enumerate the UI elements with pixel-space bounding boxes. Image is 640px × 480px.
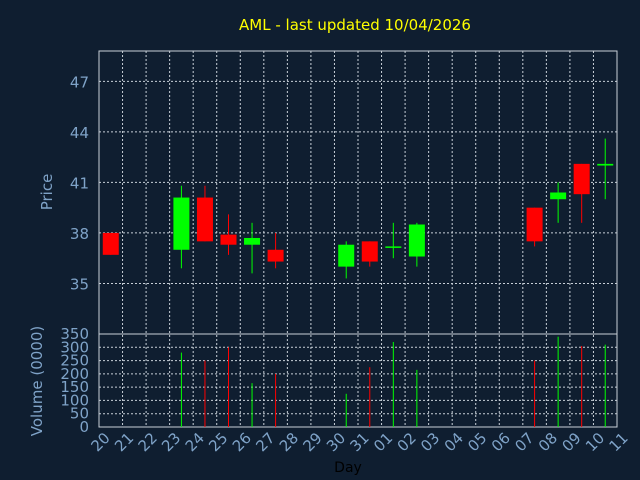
price-axis-label: Price (38, 174, 56, 211)
volume-tick-label: 150 (60, 378, 89, 396)
candle-body (267, 249, 284, 262)
volume-tick-label: 200 (60, 365, 89, 383)
candle-body (102, 232, 119, 255)
candle-body (361, 241, 378, 262)
volume-panel-frame (98, 333, 618, 428)
volume-tick-label: 300 (60, 338, 89, 356)
price-tick-label: 44 (70, 124, 89, 142)
x-axis-label: Day (334, 460, 362, 476)
candle-body (244, 237, 261, 245)
volume-tick-label: 0 (79, 418, 89, 436)
volume-tick-label: 350 (60, 325, 89, 343)
price-tick-label: 41 (70, 174, 89, 192)
price-tick-label: 35 (70, 275, 89, 293)
candle-body (550, 192, 567, 200)
price-tick-labels: 35 38 41 44 47 (70, 73, 89, 293)
volume-tick-label: 100 (60, 391, 89, 409)
volume-bars-layer (180, 336, 606, 427)
candle-body (173, 197, 190, 250)
candles-layer (102, 138, 614, 279)
volume-tick-label: 250 (60, 352, 89, 370)
candle-body (408, 224, 425, 257)
candle-body (526, 207, 543, 242)
volume-axis-label: Volume (0000) (28, 326, 46, 436)
x-tick-labels: 2021222324252627282930310102030405060708… (88, 429, 632, 455)
candle-body (385, 246, 402, 248)
candle-body (196, 197, 213, 242)
chart-title: AML - last updated 10/04/2026 (239, 16, 471, 34)
candle-body (597, 163, 614, 166)
vertical-grid (122, 51, 594, 427)
candle-body (220, 234, 237, 245)
candle-body (338, 244, 355, 267)
price-tick-label: 38 (70, 225, 89, 243)
price-tick-label: 47 (70, 73, 89, 91)
volume-tick-label: 50 (70, 405, 89, 423)
candle-body (573, 163, 590, 195)
